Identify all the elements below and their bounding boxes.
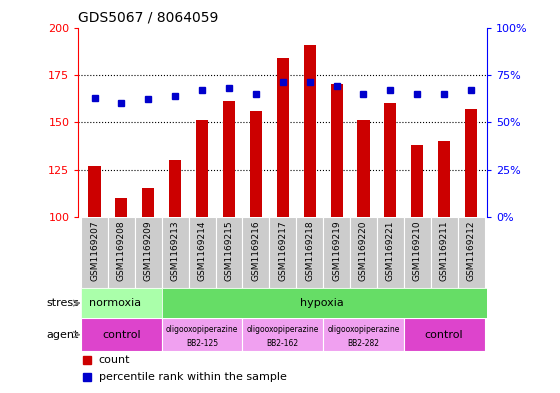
Text: hypoxia: hypoxia [300,298,344,308]
Text: GSM1169211: GSM1169211 [440,220,449,281]
Bar [357,120,370,217]
Bar [377,217,404,288]
Bar [404,217,431,288]
Text: stress: stress [46,298,79,308]
Bar [81,288,162,318]
Bar [216,217,242,288]
Bar [458,217,484,288]
Bar [162,288,495,318]
Bar [404,318,484,351]
Text: GSM1169212: GSM1169212 [466,220,475,281]
Bar [196,120,208,217]
Bar [250,111,262,217]
Text: BB2-162: BB2-162 [267,338,299,347]
Bar [88,166,101,217]
Text: count: count [99,355,130,365]
Bar [162,318,242,351]
Text: GSM1169220: GSM1169220 [359,220,368,281]
Text: GSM1169215: GSM1169215 [225,220,234,281]
Bar [465,109,477,217]
Bar [242,217,269,288]
Text: GSM1169218: GSM1169218 [305,220,314,281]
Bar [330,84,343,217]
Bar [269,217,296,288]
Text: GSM1169217: GSM1169217 [278,220,287,281]
Text: GSM1169214: GSM1169214 [198,220,207,281]
Text: control: control [425,330,464,340]
Text: GSM1169207: GSM1169207 [90,220,99,281]
Text: oligooxopiperazine: oligooxopiperazine [327,325,400,334]
Text: GSM1169216: GSM1169216 [251,220,260,281]
Bar [411,145,423,217]
Bar [169,160,181,217]
Bar [323,217,350,288]
Bar [189,217,216,288]
Text: normoxia: normoxia [88,298,141,308]
Text: BB2-125: BB2-125 [186,338,218,347]
Bar [223,101,235,217]
Bar [142,188,155,217]
Text: percentile rank within the sample: percentile rank within the sample [99,372,287,382]
Bar [135,217,162,288]
Bar [108,217,135,288]
Bar [162,217,189,288]
Text: GSM1169208: GSM1169208 [117,220,126,281]
Text: GSM1169213: GSM1169213 [171,220,180,281]
Bar [438,141,450,217]
Bar [81,318,162,351]
Text: control: control [102,330,141,340]
Text: GSM1169210: GSM1169210 [413,220,422,281]
Bar [115,198,128,217]
Text: GSM1169219: GSM1169219 [332,220,341,281]
Bar [296,217,323,288]
Text: GDS5067 / 8064059: GDS5067 / 8064059 [78,11,219,25]
Text: oligooxopiperazine: oligooxopiperazine [246,325,319,334]
Bar [431,217,458,288]
Text: oligooxopiperazine: oligooxopiperazine [166,325,239,334]
Bar [350,217,377,288]
Text: GSM1169221: GSM1169221 [386,220,395,281]
Bar [242,318,323,351]
Bar [323,318,404,351]
Text: BB2-282: BB2-282 [348,338,380,347]
Bar [81,217,108,288]
Bar [304,44,316,217]
Text: GSM1169209: GSM1169209 [144,220,153,281]
Text: agent: agent [46,330,79,340]
Bar [277,58,289,217]
Bar [384,103,396,217]
